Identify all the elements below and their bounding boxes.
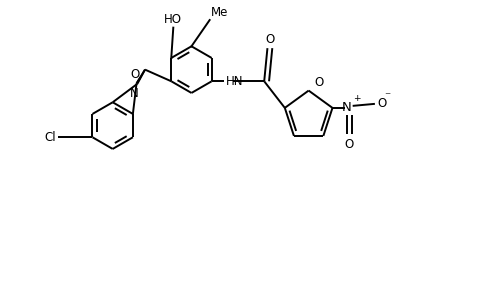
Text: O: O (345, 138, 354, 151)
Text: +: + (353, 95, 361, 104)
Text: N: N (130, 87, 139, 100)
Text: O: O (377, 97, 386, 110)
Text: O: O (315, 76, 324, 88)
Text: HN: HN (226, 75, 244, 88)
Text: ⁻: ⁻ (385, 90, 391, 103)
Text: N: N (342, 102, 351, 114)
Text: Me: Me (211, 6, 228, 19)
Text: HO: HO (164, 13, 183, 26)
Text: O: O (131, 68, 140, 81)
Text: Cl: Cl (44, 131, 56, 144)
Text: O: O (265, 33, 274, 46)
